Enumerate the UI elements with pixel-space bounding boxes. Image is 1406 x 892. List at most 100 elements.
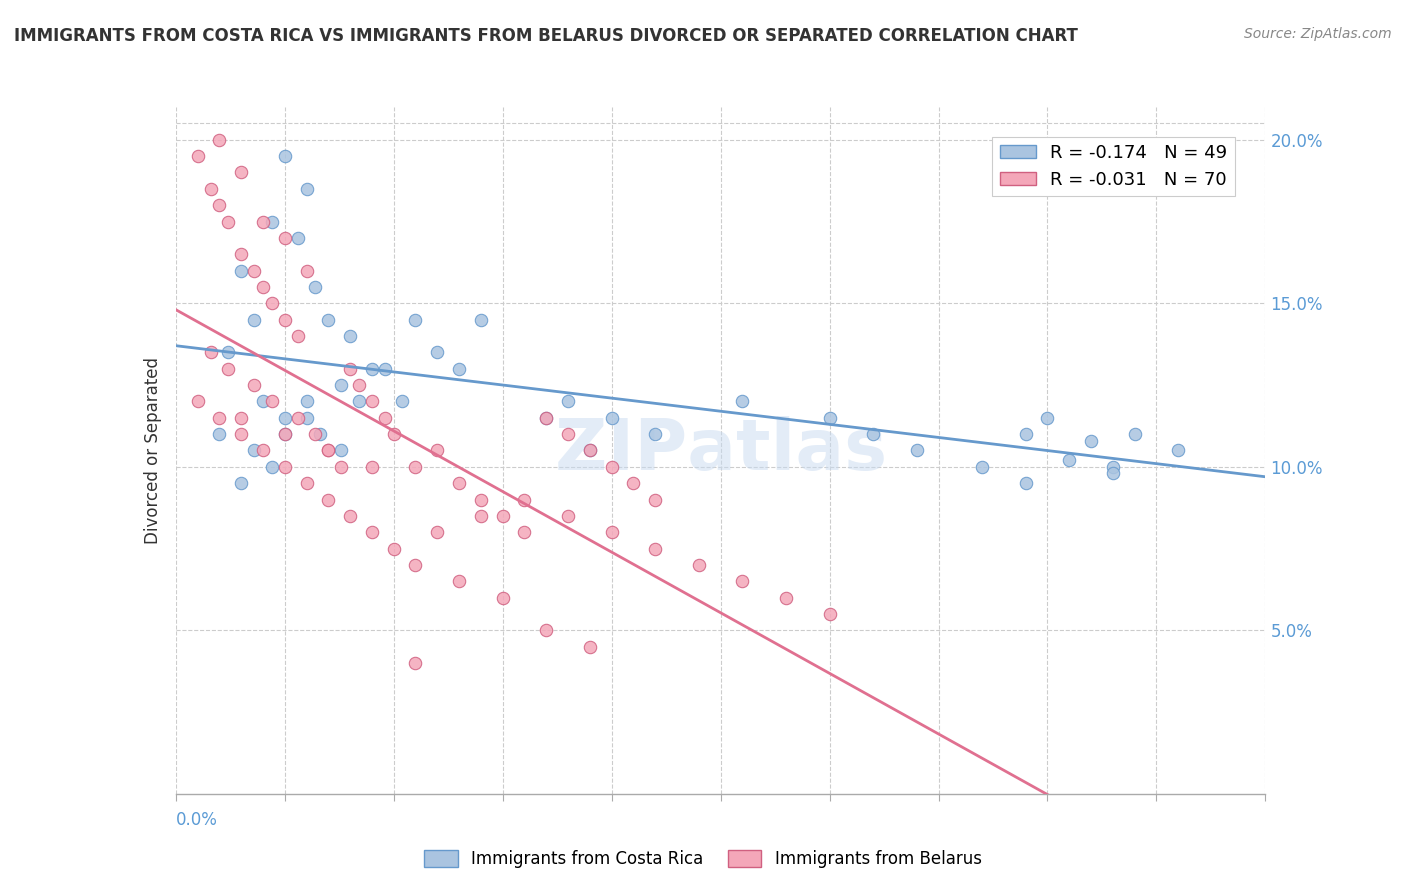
Point <box>231 427 253 442</box>
Point <box>217 345 239 359</box>
Point <box>447 476 470 491</box>
Point <box>304 427 326 442</box>
Point <box>513 492 536 507</box>
Point <box>260 214 283 228</box>
Point <box>252 280 274 294</box>
Point <box>405 459 427 474</box>
Point <box>513 525 536 540</box>
Point <box>360 459 382 474</box>
Point <box>308 427 330 442</box>
Point <box>374 410 396 425</box>
Point <box>186 394 209 409</box>
Text: 0.0%: 0.0% <box>176 811 218 829</box>
Point <box>200 182 222 196</box>
Point <box>295 476 318 491</box>
Point <box>1057 453 1080 467</box>
Point <box>579 443 602 458</box>
Point <box>330 459 353 474</box>
Point <box>208 410 231 425</box>
Point <box>862 427 884 442</box>
Point <box>208 198 231 212</box>
Point <box>447 574 470 589</box>
Point <box>287 231 309 245</box>
Point <box>470 508 492 523</box>
Point <box>360 525 382 540</box>
Y-axis label: Divorced or Separated: Divorced or Separated <box>143 357 162 544</box>
Point <box>260 459 283 474</box>
Point <box>905 443 928 458</box>
Point <box>252 394 274 409</box>
Point <box>644 427 666 442</box>
Point <box>1123 427 1146 442</box>
Point <box>260 394 283 409</box>
Point <box>274 410 297 425</box>
Point <box>304 280 326 294</box>
Point <box>1102 467 1125 481</box>
Point <box>426 345 449 359</box>
Point <box>557 394 579 409</box>
Point <box>382 541 405 556</box>
Point <box>318 492 340 507</box>
Point <box>231 263 253 277</box>
Point <box>405 558 427 572</box>
Point <box>318 443 340 458</box>
Point <box>360 361 382 376</box>
Point <box>347 394 370 409</box>
Point <box>557 508 579 523</box>
Point <box>231 410 253 425</box>
Point <box>252 214 274 228</box>
Text: ZIP​atlas: ZIP​atlas <box>554 416 887 485</box>
Point <box>731 574 754 589</box>
Point <box>644 541 666 556</box>
Point <box>492 591 515 605</box>
Point <box>644 492 666 507</box>
Point <box>208 133 231 147</box>
Point <box>492 508 515 523</box>
Point <box>818 607 841 621</box>
Point <box>534 410 557 425</box>
Point <box>534 624 557 638</box>
Point <box>231 165 253 179</box>
Point <box>374 361 396 376</box>
Point <box>347 378 370 392</box>
Point <box>295 410 318 425</box>
Point <box>274 427 297 442</box>
Point <box>775 591 797 605</box>
Point <box>243 378 266 392</box>
Text: Source: ZipAtlas.com: Source: ZipAtlas.com <box>1244 27 1392 41</box>
Point <box>231 247 253 261</box>
Point <box>731 394 754 409</box>
Point <box>295 182 318 196</box>
Point <box>330 378 353 392</box>
Point <box>1080 434 1102 448</box>
Point <box>1167 443 1189 458</box>
Point <box>391 394 413 409</box>
Point <box>426 525 449 540</box>
Point <box>1036 410 1059 425</box>
Point <box>186 149 209 163</box>
Point <box>818 410 841 425</box>
Point <box>243 443 266 458</box>
Point <box>318 312 340 326</box>
Point <box>330 443 353 458</box>
Point <box>1015 427 1038 442</box>
Point <box>274 149 297 163</box>
Point <box>426 443 449 458</box>
Point <box>557 427 579 442</box>
Point <box>405 312 427 326</box>
Point <box>252 443 274 458</box>
Point <box>1015 476 1038 491</box>
Point <box>260 296 283 310</box>
Point <box>382 427 405 442</box>
Point <box>688 558 710 572</box>
Point <box>600 410 623 425</box>
Point <box>231 476 253 491</box>
Point <box>339 361 361 376</box>
Point <box>339 329 361 343</box>
Point <box>243 263 266 277</box>
Point <box>447 361 470 376</box>
Point <box>208 427 231 442</box>
Point <box>200 345 222 359</box>
Point <box>600 459 623 474</box>
Point <box>243 312 266 326</box>
